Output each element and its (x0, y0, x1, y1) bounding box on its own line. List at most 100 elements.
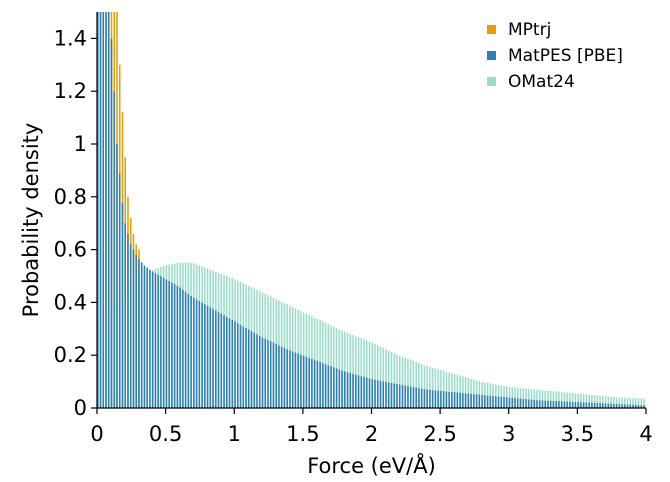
histogram-bar (324, 364, 327, 408)
histogram-bar (201, 302, 203, 408)
histogram-bar (640, 398, 643, 408)
histogram-bar (179, 287, 181, 408)
histogram-bar (582, 402, 585, 408)
histogram-bar (508, 397, 511, 408)
histogram-bar (338, 329, 341, 408)
histogram-bar (344, 371, 346, 408)
histogram-bar (352, 335, 354, 408)
histogram-bar (486, 395, 489, 408)
histogram-bar (374, 379, 376, 408)
x-tick-label: 0 (90, 422, 103, 446)
histogram-bar (637, 405, 640, 408)
histogram-bar (368, 378, 371, 408)
histogram-bar (346, 333, 349, 408)
histogram-bar (549, 390, 552, 408)
histogram-bar (129, 244, 132, 408)
histogram-bar (151, 271, 154, 408)
histogram-bar (571, 393, 574, 408)
histogram-bar (555, 401, 557, 408)
histogram-bar (549, 400, 552, 408)
histogram-bar (552, 400, 555, 408)
x-tick-label: 0.5 (149, 422, 182, 446)
histogram-bar (566, 392, 568, 408)
histogram-bar (346, 372, 349, 408)
histogram-bar (533, 389, 535, 408)
histogram-bar (409, 386, 412, 408)
x-tick-label: 3.5 (561, 422, 594, 446)
histogram-bar (102, 12, 105, 408)
histogram-bar (426, 389, 428, 408)
histogram-bar (341, 370, 343, 408)
histogram-bar (322, 363, 324, 408)
histogram-bar (385, 349, 387, 408)
y-ticks: 0 0.2 0.4 0.6 0.8 1 1.2 1.4 (54, 26, 97, 420)
histogram-bar (506, 397, 508, 408)
histogram-bar (404, 357, 406, 408)
histogram-bar (127, 233, 129, 408)
histogram-bar (420, 364, 423, 408)
histogram-bar (162, 277, 165, 408)
histogram-bar (544, 400, 546, 408)
histogram-bar (429, 389, 431, 408)
histogram-bar (591, 394, 593, 408)
histogram-bar (558, 401, 560, 408)
histogram-bar (371, 379, 374, 408)
histogram-bar (423, 365, 426, 408)
histogram-bar (462, 376, 464, 408)
histogram-bar (637, 398, 640, 408)
histogram-bar (376, 380, 379, 408)
x-tick-label: 1 (228, 422, 241, 446)
histogram-bar (429, 366, 431, 408)
histogram-bar (366, 377, 368, 408)
x-tick-label: 1.5 (286, 422, 319, 446)
histogram-bar (360, 376, 363, 408)
histogram-bar (563, 392, 566, 408)
histogram-bar (635, 404, 637, 408)
histogram-bar (234, 321, 236, 408)
histogram-bar (464, 393, 467, 408)
histogram-bar (344, 331, 346, 408)
histogram-bar (440, 390, 442, 408)
histogram-bar (599, 395, 601, 408)
histogram-bar (105, 12, 107, 408)
histogram-bar (566, 401, 568, 408)
histogram-bar (231, 320, 234, 408)
x-tick-label: 2 (365, 422, 378, 446)
histogram-bar (286, 349, 288, 408)
histogram-bar (398, 355, 401, 408)
histogram-bar (363, 376, 365, 408)
histogram-bar (555, 391, 557, 408)
histogram-bar (459, 392, 461, 408)
y-tick-label: 0 (74, 396, 87, 420)
histogram-bar (311, 358, 313, 408)
histogram-bar (547, 400, 549, 408)
histogram-bar (404, 385, 406, 408)
histogram-bar (481, 394, 483, 408)
histogram-bar (379, 380, 382, 408)
histogram-bar (319, 362, 321, 408)
histogram-bar (571, 401, 574, 408)
histogram-bar (516, 387, 519, 408)
histogram-bar (212, 309, 214, 408)
histogram-bar (591, 402, 593, 408)
histogram-bar (489, 395, 492, 408)
histogram-bar (226, 316, 228, 408)
histogram-bar (492, 395, 494, 408)
y-tick-label: 0.6 (54, 238, 87, 262)
histogram-bar (475, 394, 478, 408)
histogram-bar (149, 269, 151, 408)
histogram-bar (536, 400, 538, 408)
histogram-bar (267, 340, 269, 408)
histogram-bar (640, 405, 643, 408)
histogram-bar (569, 401, 571, 408)
x-tick-label: 4 (639, 422, 652, 446)
histogram-bar (514, 398, 516, 408)
histogram-bar (522, 388, 525, 408)
histogram-bar (478, 381, 481, 408)
histogram-bar (195, 299, 198, 408)
histogram-bar (330, 366, 332, 408)
histogram-bar (445, 371, 448, 408)
histogram-bar (280, 346, 283, 408)
histogram-bar (448, 372, 450, 408)
legend: MPtrj MatPES [PBE] OMat24 (487, 20, 623, 92)
